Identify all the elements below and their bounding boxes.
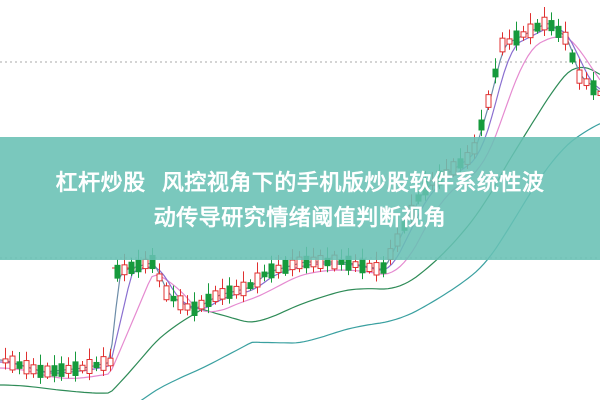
candle-body — [289, 259, 296, 271]
candle-body — [352, 261, 359, 268]
candle-body — [86, 359, 93, 374]
candle-body — [247, 282, 254, 290]
candle-body — [135, 259, 142, 273]
candle-body — [261, 271, 268, 278]
candle-body — [373, 262, 380, 276]
candle-body — [16, 361, 23, 369]
candle-body — [65, 364, 72, 374]
candle-body — [338, 259, 345, 265]
candle-body — [114, 264, 121, 279]
candle-body — [478, 119, 485, 131]
moving-average — [0, 36, 600, 379]
candle-body — [359, 258, 366, 274]
candle-body — [219, 288, 226, 300]
candle-body — [100, 356, 107, 371]
candle-body — [548, 20, 555, 32]
candle-body — [569, 52, 576, 63]
candle-body — [177, 295, 184, 311]
candle-body — [555, 25, 562, 38]
candle-body — [485, 94, 492, 108]
candle-body — [142, 258, 149, 270]
title-banner: 杠杆炒股 风控视角下的手机版炒股软件系统性波 动传导研究情绪阈值判断视角 — [0, 137, 600, 260]
candle-body — [268, 263, 275, 279]
candle-body — [30, 364, 37, 375]
title-line: 杠杆炒股 风控视角下的手机版炒股软件系统性波 — [55, 171, 545, 196]
candle-body — [212, 290, 219, 303]
candle-body — [9, 355, 16, 371]
candle-body — [534, 22, 541, 32]
candle-body — [205, 293, 212, 308]
candle-body — [121, 264, 128, 276]
candle-body — [23, 360, 30, 375]
candle-body — [583, 78, 590, 87]
candle-body — [562, 31, 569, 45]
candle-body — [380, 262, 387, 274]
candle-body — [513, 30, 520, 46]
candle-body — [128, 261, 135, 274]
candle-body — [233, 285, 240, 296]
candle-body — [541, 16, 548, 31]
candle-body — [499, 37, 506, 53]
candle-body — [527, 23, 534, 39]
candle-body — [37, 364, 44, 378]
candle-body — [58, 363, 65, 377]
candle-body — [520, 31, 527, 38]
candle-body — [93, 361, 100, 369]
candle-body — [107, 357, 114, 367]
candle-body — [72, 361, 79, 377]
candle-body — [282, 259, 289, 274]
candle-body — [506, 38, 513, 45]
candle-body — [254, 272, 261, 288]
candle-body — [2, 358, 9, 364]
candle-body — [170, 295, 177, 302]
candle-body — [576, 69, 583, 84]
candle-body — [597, 90, 600, 96]
candle-body — [275, 264, 282, 273]
candle-body — [44, 365, 51, 378]
candle-body — [79, 364, 86, 372]
title-line: 动传导研究情绪阈值判断视角 — [153, 206, 447, 231]
candle-body — [156, 273, 163, 282]
candle-body — [240, 281, 247, 297]
candle-body — [184, 303, 191, 311]
candle-body — [590, 80, 597, 96]
candle-body — [198, 299, 205, 310]
candle-body — [492, 68, 499, 78]
candle-body — [163, 285, 170, 301]
candle-body — [51, 365, 58, 377]
candle-body — [226, 285, 233, 299]
candle-body — [366, 262, 373, 273]
candle-body — [191, 301, 198, 317]
